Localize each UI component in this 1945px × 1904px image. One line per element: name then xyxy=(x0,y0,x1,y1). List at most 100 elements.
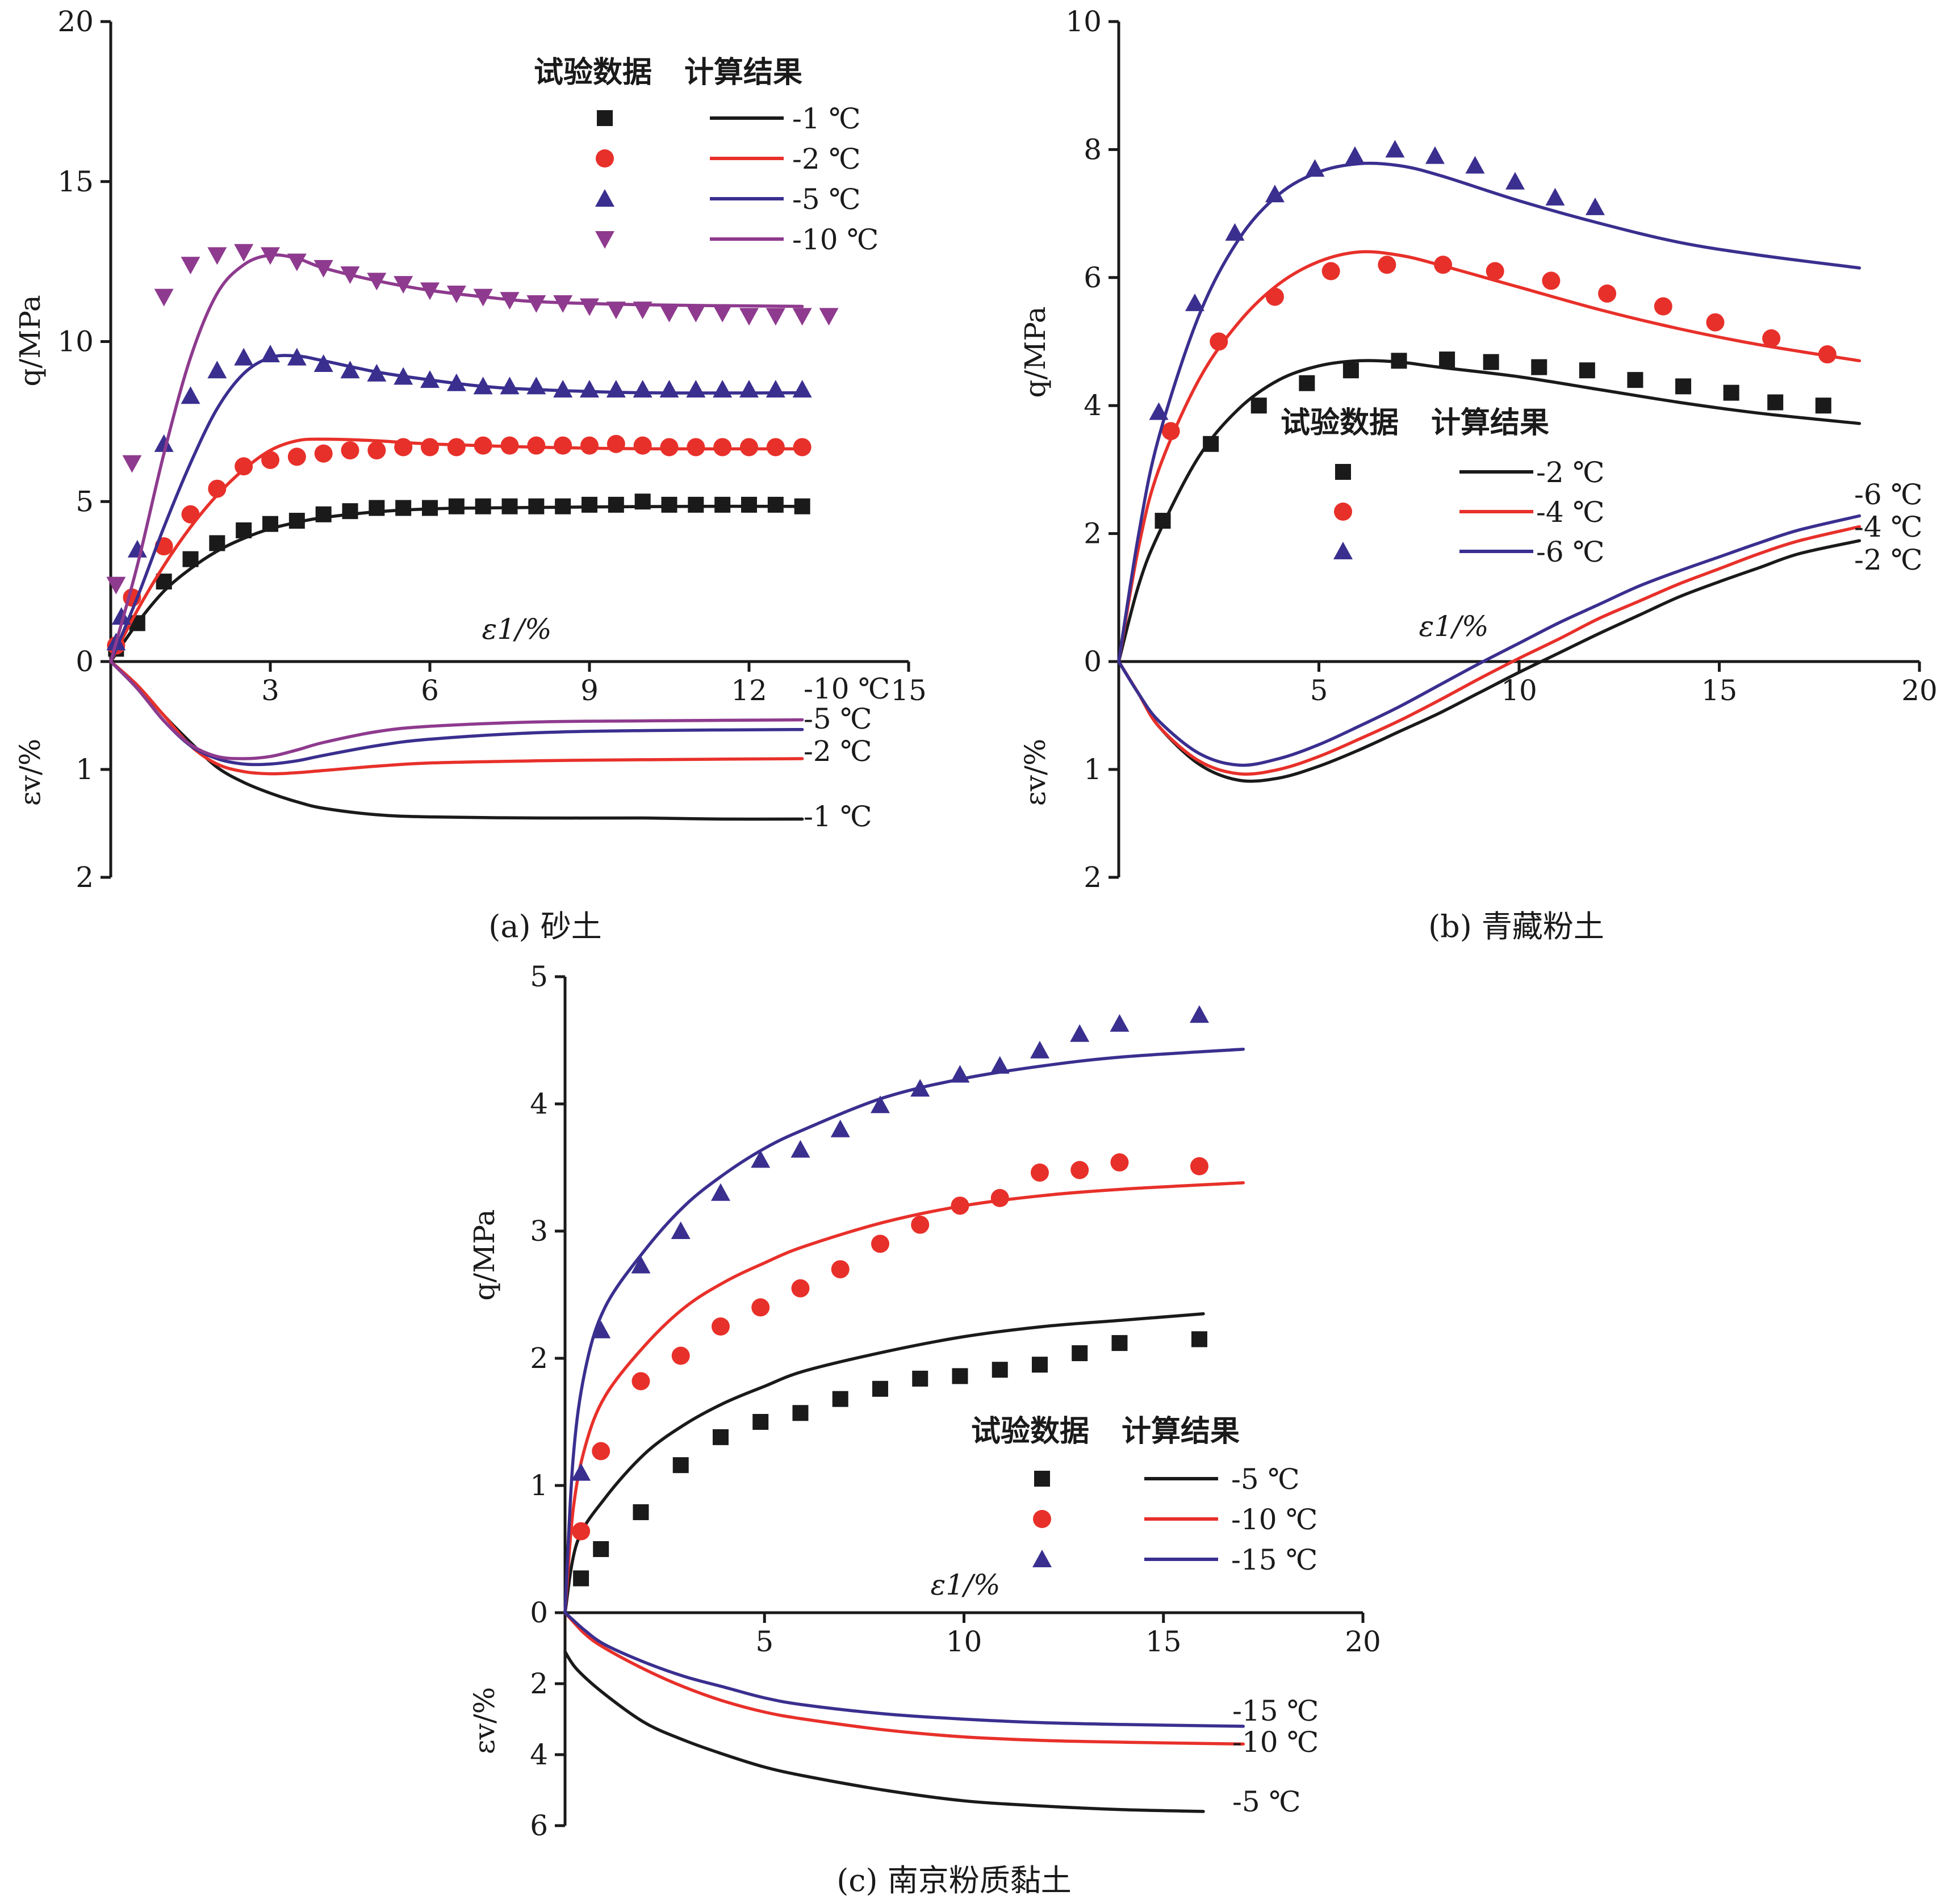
computed-ev-line xyxy=(109,660,804,776)
series-4: -10 ℃ xyxy=(106,244,890,760)
computed-ev-line xyxy=(109,660,804,767)
y-tick-label: 8 xyxy=(1084,133,1102,166)
legend-marker xyxy=(1032,1550,1052,1567)
legend-marker xyxy=(1033,1510,1051,1528)
measured-point xyxy=(1210,332,1228,351)
measured-point xyxy=(1706,313,1725,332)
measured-point xyxy=(792,380,812,398)
measured-point xyxy=(659,380,679,398)
measured-point xyxy=(1031,1357,1048,1373)
measured-point xyxy=(553,380,573,398)
measured-point xyxy=(235,457,253,476)
measured-point xyxy=(714,496,731,513)
legend-label: -10 ℃ xyxy=(1231,1503,1317,1536)
x-axis-label: ε1/% xyxy=(1419,610,1489,643)
measured-point xyxy=(606,380,626,398)
legend-marker xyxy=(1034,1471,1050,1487)
measured-point xyxy=(710,1183,730,1201)
measured-point xyxy=(951,1196,969,1215)
measured-point xyxy=(739,308,759,326)
measured-point xyxy=(1191,1331,1207,1348)
series-2: -10 ℃ xyxy=(563,1153,1319,1759)
measured-point xyxy=(261,247,280,265)
measured-point xyxy=(1531,359,1547,375)
measured-point xyxy=(593,1541,609,1557)
measured-point xyxy=(1762,329,1781,348)
measured-point xyxy=(1155,513,1171,529)
legend-marker xyxy=(1333,542,1353,559)
measured-point xyxy=(500,436,519,455)
measured-point xyxy=(592,1442,610,1461)
y-tick-label: 0 xyxy=(530,1596,548,1629)
x-axis-label: ε1/% xyxy=(931,1568,1001,1601)
measured-point xyxy=(236,522,252,538)
ev-tick-label: 2 xyxy=(1084,861,1102,894)
series-1: -1 ℃ xyxy=(108,493,872,833)
measured-point xyxy=(1815,397,1831,414)
measured-point xyxy=(1627,372,1643,388)
measured-point xyxy=(553,295,573,313)
ev-tick-label: 6 xyxy=(530,1809,548,1842)
legend-marker xyxy=(1335,464,1351,480)
measured-point xyxy=(501,498,518,514)
measured-point xyxy=(660,438,679,457)
measured-point xyxy=(182,551,199,567)
measured-point xyxy=(1225,223,1245,241)
measured-point xyxy=(1486,262,1504,281)
measured-point xyxy=(1723,384,1739,401)
measured-point xyxy=(661,496,677,513)
legend-title-measured: 试验数据 xyxy=(971,1414,1089,1449)
measured-point xyxy=(950,1065,970,1083)
measured-point xyxy=(313,354,333,372)
legend: 试验数据 计算结果 -1 ℃ -2 ℃ -5 ℃ -10 ℃ xyxy=(534,55,879,256)
x-tick-label: 15 xyxy=(1145,1625,1182,1658)
measured-point xyxy=(340,361,360,379)
measured-point xyxy=(580,298,599,316)
measured-point xyxy=(1161,422,1180,441)
measured-point xyxy=(713,438,732,457)
measured-point xyxy=(261,450,279,469)
measured-point xyxy=(234,244,254,262)
computed-q-line xyxy=(563,1181,1245,1614)
measured-point xyxy=(572,1522,591,1541)
measured-point xyxy=(686,304,706,323)
measured-point xyxy=(1465,156,1485,174)
legend-marker xyxy=(595,189,614,207)
measured-point xyxy=(181,505,200,524)
computed-q-line xyxy=(1117,250,1862,663)
measured-point xyxy=(500,292,520,310)
measured-point xyxy=(1072,1345,1088,1362)
measured-point xyxy=(871,1235,889,1253)
measured-point xyxy=(394,438,413,457)
measured-point xyxy=(446,285,466,303)
ev-curve-end-label: -5 ℃ xyxy=(804,702,872,735)
x-tick-label: 10 xyxy=(946,1625,982,1658)
computed-ev-line xyxy=(563,1611,1245,1728)
measured-point xyxy=(1265,287,1284,306)
measured-point xyxy=(526,376,546,395)
measured-point xyxy=(1378,256,1396,274)
measured-point xyxy=(633,302,652,320)
measured-point xyxy=(1385,140,1405,158)
legend-marker xyxy=(596,149,614,168)
measured-point xyxy=(394,276,413,294)
measured-point xyxy=(910,1079,930,1097)
measured-point xyxy=(447,438,466,457)
measured-point xyxy=(342,503,358,520)
series-2: -4 ℃ xyxy=(1117,250,1923,776)
y-tick-label: 2 xyxy=(1084,517,1102,550)
caption-c: (c) 南京粉质黏土 xyxy=(836,1863,1072,1898)
measured-point xyxy=(573,1570,589,1587)
measured-point xyxy=(446,373,466,391)
measured-point xyxy=(634,493,651,510)
measured-point xyxy=(555,498,571,514)
measured-point xyxy=(122,455,142,473)
measured-point xyxy=(528,498,545,514)
measured-point xyxy=(395,500,412,516)
measured-point xyxy=(554,436,572,455)
y-tick-label: 15 xyxy=(57,165,94,198)
y-tick-label: 3 xyxy=(530,1215,548,1248)
measured-point xyxy=(473,288,493,307)
measured-point xyxy=(793,438,812,457)
measured-point xyxy=(832,1391,848,1407)
